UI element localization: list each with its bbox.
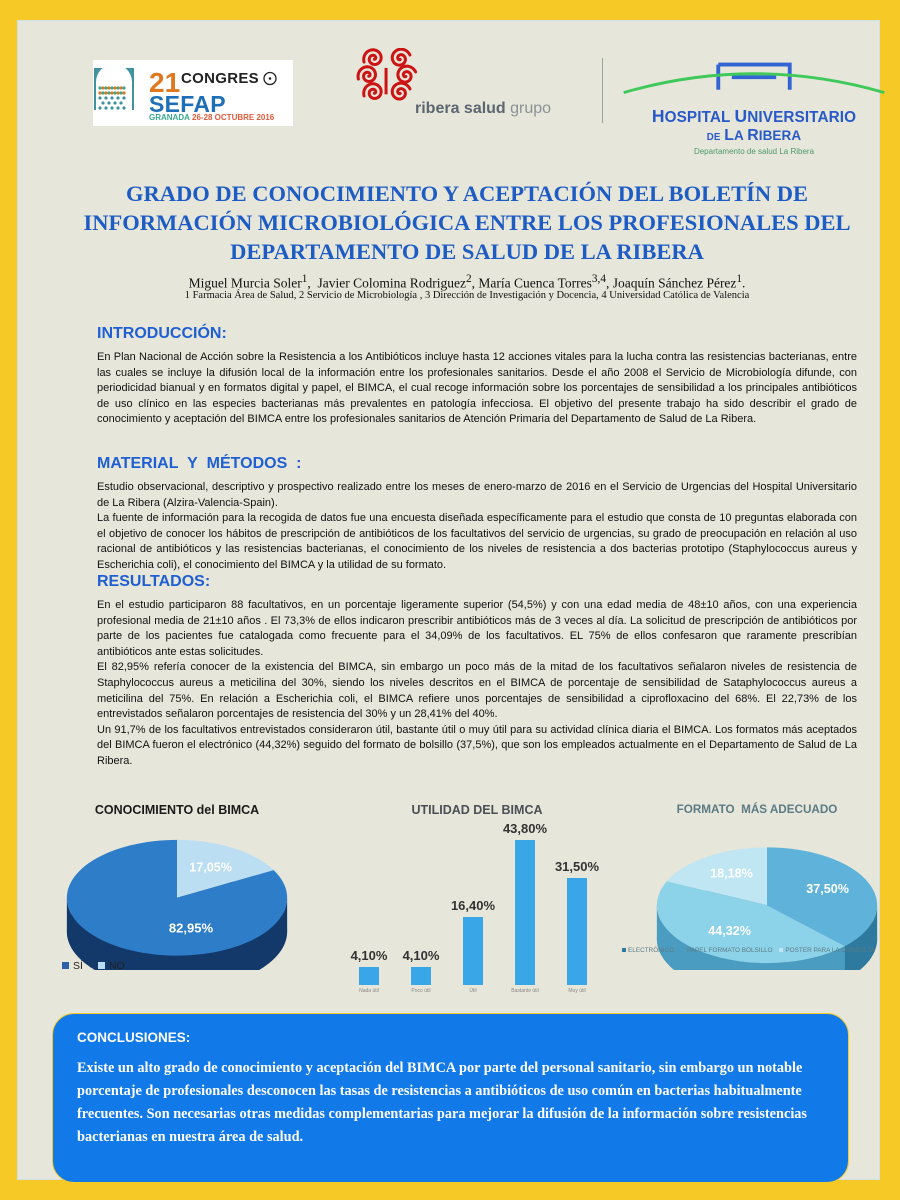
- svg-text:44,32%: 44,32%: [708, 924, 751, 938]
- svg-text:16,40%: 16,40%: [451, 898, 496, 913]
- svg-text:Útil: Útil: [469, 987, 476, 994]
- svg-text:17,05%: 17,05%: [189, 861, 232, 875]
- svg-text:Poco útil: Poco útil: [411, 988, 430, 994]
- svg-text:43,80%: 43,80%: [503, 821, 548, 836]
- svg-text:CONGRES: CONGRES: [181, 70, 259, 87]
- svg-text:4,10%: 4,10%: [403, 948, 440, 963]
- svg-text:Muy útil: Muy útil: [568, 988, 585, 994]
- svg-text:82,95%: 82,95%: [169, 920, 214, 935]
- svg-text:GRANADA: GRANADA: [149, 113, 190, 122]
- svg-text:37,50%: 37,50%: [806, 882, 849, 896]
- svg-text:26-28 OCTUBRE 2016: 26-28 OCTUBRE 2016: [192, 113, 275, 122]
- svg-text:4,10%: 4,10%: [351, 948, 388, 963]
- svg-text:18,18%: 18,18%: [710, 866, 753, 880]
- svg-text:Bastante útil: Bastante útil: [511, 988, 539, 994]
- svg-text:31,50%: 31,50%: [555, 859, 600, 874]
- svg-text:Nada útil: Nada útil: [359, 988, 379, 994]
